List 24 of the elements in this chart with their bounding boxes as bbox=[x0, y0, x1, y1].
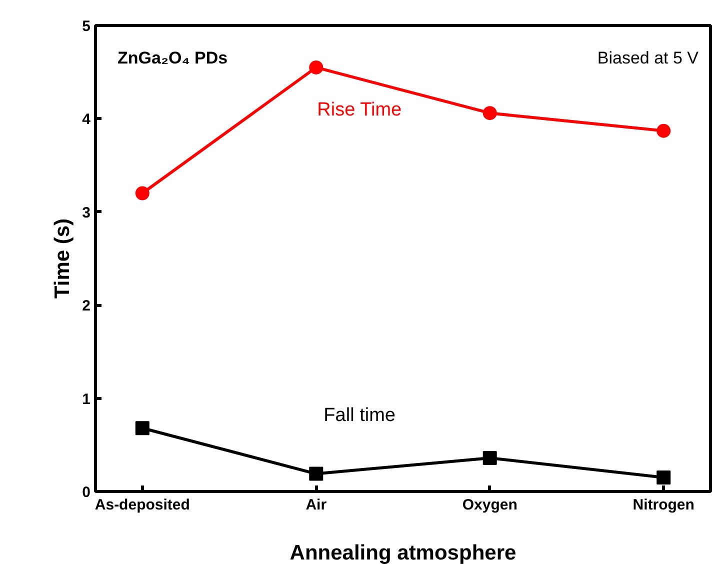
point bbox=[309, 466, 324, 481]
x-tick-label: Nitrogen bbox=[632, 496, 694, 514]
point bbox=[482, 106, 497, 120]
y-tick-label: 2 bbox=[82, 298, 90, 315]
y-tick-label: 1 bbox=[82, 390, 90, 408]
x-tick-label: Air bbox=[306, 496, 327, 514]
x-tick-label: As-deposited bbox=[94, 496, 190, 514]
y-tick-label: 0 bbox=[82, 484, 90, 501]
y-tick-label: 3 bbox=[82, 204, 90, 222]
text: Fall time bbox=[324, 404, 396, 426]
point bbox=[309, 60, 324, 74]
annotation: ZnGa₂O₄ PDs bbox=[118, 48, 228, 68]
point bbox=[135, 421, 150, 436]
x-axis-title: Annealing atmosphere bbox=[290, 542, 516, 564]
point bbox=[135, 186, 150, 200]
y-tick-label: 5 bbox=[82, 18, 90, 35]
y-tick-label: 4 bbox=[82, 111, 92, 128]
x-tick-label: Oxygen bbox=[462, 496, 518, 514]
annotation: Biased at 5 V bbox=[597, 48, 700, 68]
y-axis-title: Time (s) bbox=[51, 218, 74, 299]
series-label: Rise Time bbox=[317, 99, 402, 120]
point bbox=[482, 450, 497, 465]
point bbox=[656, 470, 671, 485]
point bbox=[656, 124, 671, 138]
